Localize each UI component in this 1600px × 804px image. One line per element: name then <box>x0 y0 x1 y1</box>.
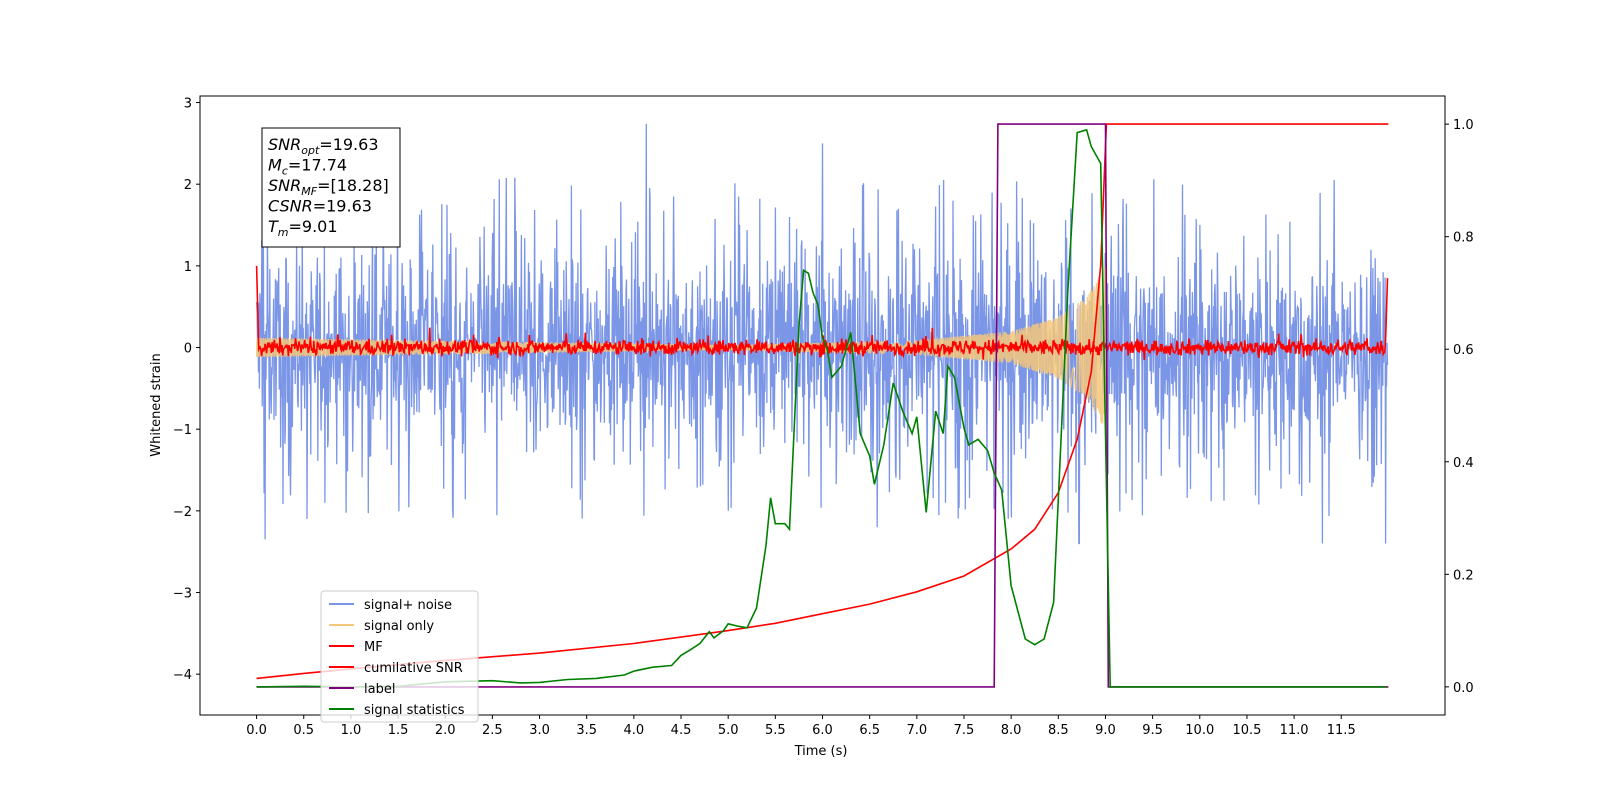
y-tick-label: −2 <box>173 505 192 520</box>
y2-tick-label: 0.4 <box>1453 456 1474 471</box>
x-tick-label: 2.0 <box>435 723 456 738</box>
y-tick-label: 3 <box>184 97 192 112</box>
annotation-line: CSNR=19.63 <box>268 197 372 216</box>
x-tick-label: 1.0 <box>341 723 362 738</box>
x-tick-label: 11.0 <box>1280 723 1309 738</box>
series-signal-statistics-line <box>256 128 1387 688</box>
y-tick-label: 1 <box>184 260 192 275</box>
annotation-frame <box>261 127 401 248</box>
x-tick-label: 4.0 <box>624 723 645 738</box>
y2-tick-label: 0.2 <box>1453 568 1474 583</box>
x-tick-label: 3.5 <box>576 723 597 738</box>
x-tick-label: 7.5 <box>954 723 975 738</box>
y-axis-left: 3 2 1 0 −1 −2 −3 −4 <box>173 97 200 683</box>
annotation-line: Tm=9.01 <box>268 217 338 239</box>
x-tick-label: 4.5 <box>671 723 692 738</box>
x-tick-label: 9.0 <box>1095 723 1116 738</box>
x-tick-label: 7.0 <box>906 723 927 738</box>
legend-label: signal+ noise <box>364 598 452 613</box>
annotation-box: SNRopt=19.63Mc=17.74SNRMF=[18.28]CSNR=19… <box>261 127 401 248</box>
x-tick-label: 5.5 <box>765 723 786 738</box>
x-tick-label: 1.5 <box>388 723 409 738</box>
x-tick-label: 0.5 <box>293 723 314 738</box>
y-axis-right: 1.0 0.8 0.6 0.4 0.2 0.0 <box>1445 118 1474 696</box>
legend: signal+ noise signal only MF cumilative SNR… <box>320 590 479 723</box>
x-tick-label: 6.5 <box>859 723 880 738</box>
x-tick-label: 10.5 <box>1232 723 1261 738</box>
x-tick-label: 0.0 <box>246 723 267 738</box>
x-tick-label: 2.5 <box>482 723 503 738</box>
legend-label: cumilative SNR <box>364 661 463 676</box>
legend-label: signal only <box>364 619 434 634</box>
x-tick-label: 8.5 <box>1048 723 1069 738</box>
y2-tick-label: 0.6 <box>1453 343 1474 358</box>
legend-label: signal statistics <box>364 703 465 718</box>
y-tick-label: 0 <box>184 342 192 357</box>
x-tick-label: 5.0 <box>718 723 739 738</box>
y-axis-title: Whitened strain <box>149 353 164 456</box>
legend-label: label <box>364 682 395 697</box>
annotation-line: SNRMF=[18.28] <box>268 176 389 198</box>
annotation-line: SNRopt=19.63 <box>268 135 379 157</box>
series-signal-noise-line <box>255 123 1389 545</box>
series-mf-line <box>255 265 1389 360</box>
y2-tick-label: 1.0 <box>1453 118 1474 133</box>
y-tick-label: −1 <box>173 423 192 438</box>
x-axis: 0.0 0.5 1.0 1.5 2.0 2.5 3.0 3.5 4.0 4.5 5.0 5.5 6.0 6… <box>246 715 1356 738</box>
y-tick-label: −3 <box>173 587 192 602</box>
legend-frame <box>320 590 479 723</box>
x-tick-label: 8.0 <box>1001 723 1022 738</box>
y-tick-label: 2 <box>184 178 192 193</box>
y2-tick-label: 0.8 <box>1453 231 1474 246</box>
x-tick-label: 9.5 <box>1142 723 1163 738</box>
legend-label: MF <box>364 640 383 655</box>
x-tick-label: 11.5 <box>1327 723 1356 738</box>
x-axis-title: Time (s) <box>794 744 848 759</box>
x-tick-label: 6.0 <box>812 723 833 738</box>
annotation-line: Mc=17.74 <box>268 156 347 178</box>
y2-tick-label: 0.0 <box>1453 681 1474 696</box>
x-tick-label: 10.0 <box>1185 723 1214 738</box>
x-tick-label: 3.0 <box>529 723 550 738</box>
y-tick-label: −4 <box>173 668 192 683</box>
